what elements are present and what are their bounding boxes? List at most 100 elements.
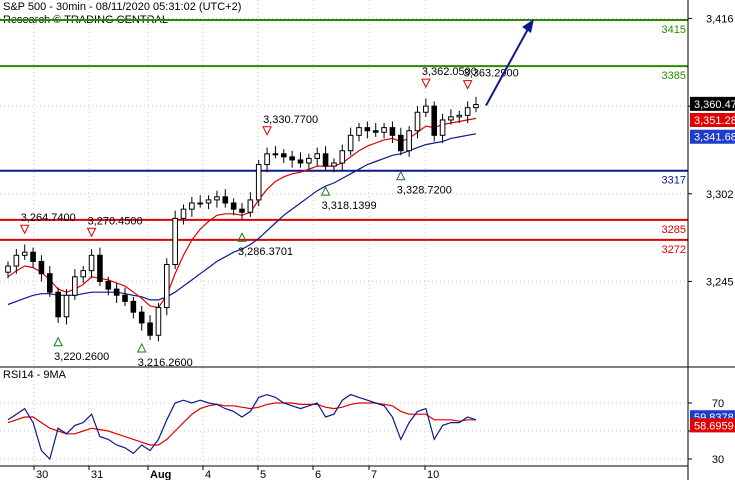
candle bbox=[163, 258, 170, 316]
annotation-high: 3,362.0500 bbox=[421, 66, 477, 89]
candle-body bbox=[239, 208, 245, 213]
candle-body bbox=[155, 307, 162, 336]
candle bbox=[414, 106, 421, 139]
candle bbox=[122, 287, 128, 307]
candle bbox=[364, 121, 371, 139]
candle-body bbox=[214, 196, 220, 201]
price-levels: 3415 3385 3317 3285 3272 bbox=[0, 18, 688, 256]
candle bbox=[197, 195, 204, 208]
candle-body bbox=[80, 270, 87, 278]
candle-body bbox=[464, 107, 471, 116]
annotation-label: 3,328.7200 bbox=[397, 185, 452, 197]
candle bbox=[372, 123, 379, 137]
candle-body bbox=[456, 114, 463, 118]
rsi-tick-label: 70 bbox=[712, 398, 724, 410]
level-label-3272: 3272 bbox=[662, 244, 686, 256]
candle-body bbox=[439, 119, 446, 136]
down-triangle-icon bbox=[19, 224, 30, 235]
candle bbox=[381, 123, 387, 139]
annotation-label: 3,318.1399 bbox=[322, 200, 377, 212]
target-arrow-shaft bbox=[485, 28, 529, 107]
candle-body bbox=[280, 153, 287, 158]
candle-body bbox=[122, 294, 128, 302]
candle-body bbox=[247, 199, 254, 213]
candle-body bbox=[163, 264, 170, 309]
candle-body bbox=[205, 199, 212, 204]
candle bbox=[331, 158, 337, 173]
annotation-high: 3,264.7400 bbox=[19, 212, 76, 235]
candle bbox=[80, 266, 87, 283]
candle bbox=[230, 198, 237, 216]
price-badge: 3,351.28 bbox=[690, 112, 735, 127]
price-tick-label: 3,416 bbox=[706, 13, 734, 25]
candle bbox=[464, 101, 471, 124]
candle-body bbox=[130, 300, 137, 313]
annotation-high: 3,270.4500 bbox=[86, 215, 143, 238]
candle-body bbox=[347, 134, 354, 152]
candle bbox=[314, 147, 321, 167]
price-badge-label: 3,360.47 bbox=[694, 99, 735, 111]
annotation-label: 3,330.7700 bbox=[263, 114, 318, 126]
candle bbox=[189, 196, 195, 217]
candle-body bbox=[30, 251, 36, 262]
candle-body bbox=[356, 127, 362, 136]
candle bbox=[63, 289, 70, 325]
candle-body bbox=[372, 130, 379, 133]
annotation-high: 3,330.7700 bbox=[262, 114, 318, 136]
candle-body bbox=[264, 153, 270, 166]
annotation-low: 3,318.1399 bbox=[320, 185, 377, 212]
candle-body bbox=[322, 153, 329, 167]
candle-body bbox=[230, 202, 237, 210]
rsi-badge: 58.6959 bbox=[690, 418, 735, 433]
candle bbox=[147, 315, 153, 340]
candle bbox=[255, 159, 262, 207]
price-badge-bg bbox=[690, 112, 735, 127]
candle-body bbox=[297, 159, 304, 164]
candle-body bbox=[306, 157, 312, 164]
candle bbox=[138, 306, 145, 331]
candle bbox=[105, 276, 112, 296]
candle-body bbox=[147, 322, 153, 336]
candle bbox=[155, 302, 162, 342]
candle bbox=[431, 101, 438, 142]
candle bbox=[222, 189, 229, 208]
price-badge-label: 3,351.28 bbox=[694, 115, 735, 127]
rsi-tick-label: 30 bbox=[712, 454, 724, 466]
candle-body bbox=[289, 156, 295, 161]
candle-body bbox=[448, 116, 454, 121]
time-tick-label: 5 bbox=[260, 469, 266, 480]
candle bbox=[448, 109, 454, 125]
candle bbox=[38, 255, 45, 282]
candle bbox=[397, 127, 404, 156]
candle-body bbox=[331, 162, 337, 167]
annotation-low: 3,216.2600 bbox=[136, 342, 193, 369]
target-arrow-head bbox=[522, 18, 534, 33]
candle-body bbox=[189, 202, 195, 210]
up-triangle-icon bbox=[395, 170, 406, 181]
candle-body bbox=[381, 127, 387, 133]
price-badge: 3,341.68 bbox=[690, 129, 735, 144]
annotation-label: 3,362.0500 bbox=[422, 66, 477, 78]
candle-body bbox=[97, 254, 103, 282]
candle bbox=[239, 202, 245, 220]
rsi-title: RSI14 - 9MA bbox=[3, 369, 67, 381]
down-triangle-icon bbox=[86, 227, 97, 238]
ma-slow-line bbox=[7, 133, 477, 306]
time-tick-label: 30 bbox=[36, 469, 48, 480]
candle bbox=[423, 98, 429, 117]
annotation-low: 3,328.7200 bbox=[395, 170, 452, 197]
candle-body bbox=[5, 265, 11, 273]
time-tick-label: 6 bbox=[315, 469, 321, 480]
candle-body bbox=[473, 104, 479, 109]
annotation-low: 3,286.3701 bbox=[237, 232, 293, 258]
candle bbox=[46, 266, 53, 297]
candle bbox=[72, 269, 78, 300]
level-label-3415: 3415 bbox=[662, 24, 686, 36]
chart-title: S&P 500 - 30min - 08/11/2020 05:31:02 (U… bbox=[3, 1, 242, 13]
candle bbox=[172, 210, 178, 270]
price-tick-label: 3,302 bbox=[706, 189, 734, 201]
candle bbox=[30, 247, 36, 268]
